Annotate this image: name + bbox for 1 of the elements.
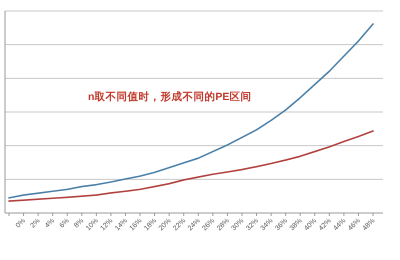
annotation: n取不同值时，形成不同的PE区间 [88, 90, 252, 103]
